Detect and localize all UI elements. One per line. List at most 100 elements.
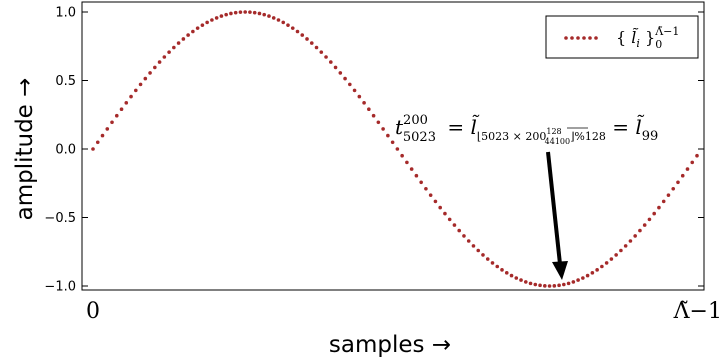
data-point (281, 20, 286, 25)
data-point (585, 273, 590, 278)
data-point (367, 107, 371, 112)
data-point (642, 223, 647, 227)
data-point (224, 12, 228, 17)
data-point (271, 16, 276, 20)
annotation-result-sub: 99 (642, 129, 659, 144)
data-point (338, 71, 343, 75)
data-point (352, 88, 357, 93)
data-point (233, 10, 238, 15)
data-point (509, 273, 514, 278)
data-point (243, 10, 247, 14)
x-tick-group: 0 Λ̃−1 (86, 299, 722, 324)
x-axis-label: samples → (329, 332, 451, 358)
data-point (186, 33, 190, 37)
data-point (371, 113, 376, 118)
data-point (528, 281, 533, 286)
data-point (666, 193, 671, 197)
data-point (309, 41, 314, 45)
data-point (376, 120, 381, 125)
data-point (124, 101, 129, 105)
data-point (680, 173, 685, 178)
legend-marker-dot (582, 36, 586, 40)
data-point (671, 186, 676, 191)
data-point (609, 257, 614, 261)
data-point (214, 16, 219, 20)
data-point (590, 271, 595, 275)
data-point (419, 180, 423, 185)
data-point (252, 10, 257, 15)
data-point (195, 26, 200, 30)
annotation-arrow-shaft (546, 151, 562, 265)
data-point (490, 261, 495, 265)
data-point (661, 199, 666, 204)
data-point (614, 253, 618, 257)
data-point (205, 20, 209, 25)
legend-marker-dot (576, 36, 580, 40)
annotation-mod: ⌋%128 (570, 130, 606, 143)
data-point (547, 284, 552, 288)
legend-label: { l̃i }0Λ̃−1 (616, 25, 679, 51)
y-tick-label: 0.0 (55, 143, 76, 158)
data-point (652, 211, 656, 216)
data-point (433, 199, 438, 204)
data-point (348, 82, 352, 87)
data-point (471, 244, 476, 248)
data-point (552, 284, 557, 288)
data-point (481, 253, 485, 257)
data-point (191, 29, 195, 34)
data-point (566, 281, 571, 286)
data-point (357, 94, 362, 99)
data-point (114, 113, 119, 118)
data-point (105, 127, 110, 131)
data-point (390, 140, 395, 145)
data-point (143, 76, 148, 81)
legend-marker-dot (594, 36, 598, 40)
y-tick-label: −1.0 (44, 280, 76, 295)
y-tick-label: 1.0 (55, 6, 76, 21)
data-point (153, 65, 157, 70)
data-point (690, 160, 695, 165)
data-point (295, 29, 300, 34)
data-point (91, 147, 95, 151)
data-point (172, 45, 176, 50)
data-point (428, 193, 433, 197)
legend-brace-open: { (616, 28, 631, 47)
annotation-l-tilde-2: l̃ (635, 115, 645, 139)
data-point (447, 217, 452, 222)
data-point (210, 18, 214, 22)
legend-sup-lambda: Λ̃−1 (654, 25, 679, 38)
annotation-frac-numerator: 128 (546, 127, 561, 136)
data-point (424, 186, 428, 191)
data-point (628, 239, 633, 243)
data-point (514, 276, 519, 280)
data-point (533, 282, 538, 287)
data-point (157, 60, 162, 64)
data-point (238, 10, 243, 14)
data-point (466, 239, 471, 243)
annotation-t: t (395, 115, 404, 139)
x-tick-label-start: 0 (86, 299, 100, 324)
data-point (576, 278, 580, 282)
data-point (571, 280, 576, 284)
data-point (685, 167, 690, 171)
data-point (314, 45, 319, 50)
data-point (386, 133, 390, 138)
legend-marker-dot (564, 36, 568, 40)
data-point (134, 88, 138, 93)
annotation: t200 5023 = l̃⌊5023 × 200128 44100⌋%128 = … (395, 113, 658, 280)
data-point (504, 271, 509, 275)
data-point (286, 23, 290, 27)
annotation-equals-2: = (606, 115, 635, 139)
data-point (290, 26, 295, 30)
data-point (219, 14, 224, 18)
legend: { l̃i }0Λ̃−1 (545, 15, 699, 59)
annotation-frac-denominator: 44100 (545, 137, 570, 146)
data-point (623, 244, 628, 248)
legend-marker (564, 36, 598, 40)
data-point (305, 37, 309, 41)
legend-sub-i: i (636, 37, 640, 50)
data-point (595, 268, 599, 272)
data-point (476, 248, 481, 253)
data-point (581, 276, 585, 280)
data-point (562, 282, 566, 287)
